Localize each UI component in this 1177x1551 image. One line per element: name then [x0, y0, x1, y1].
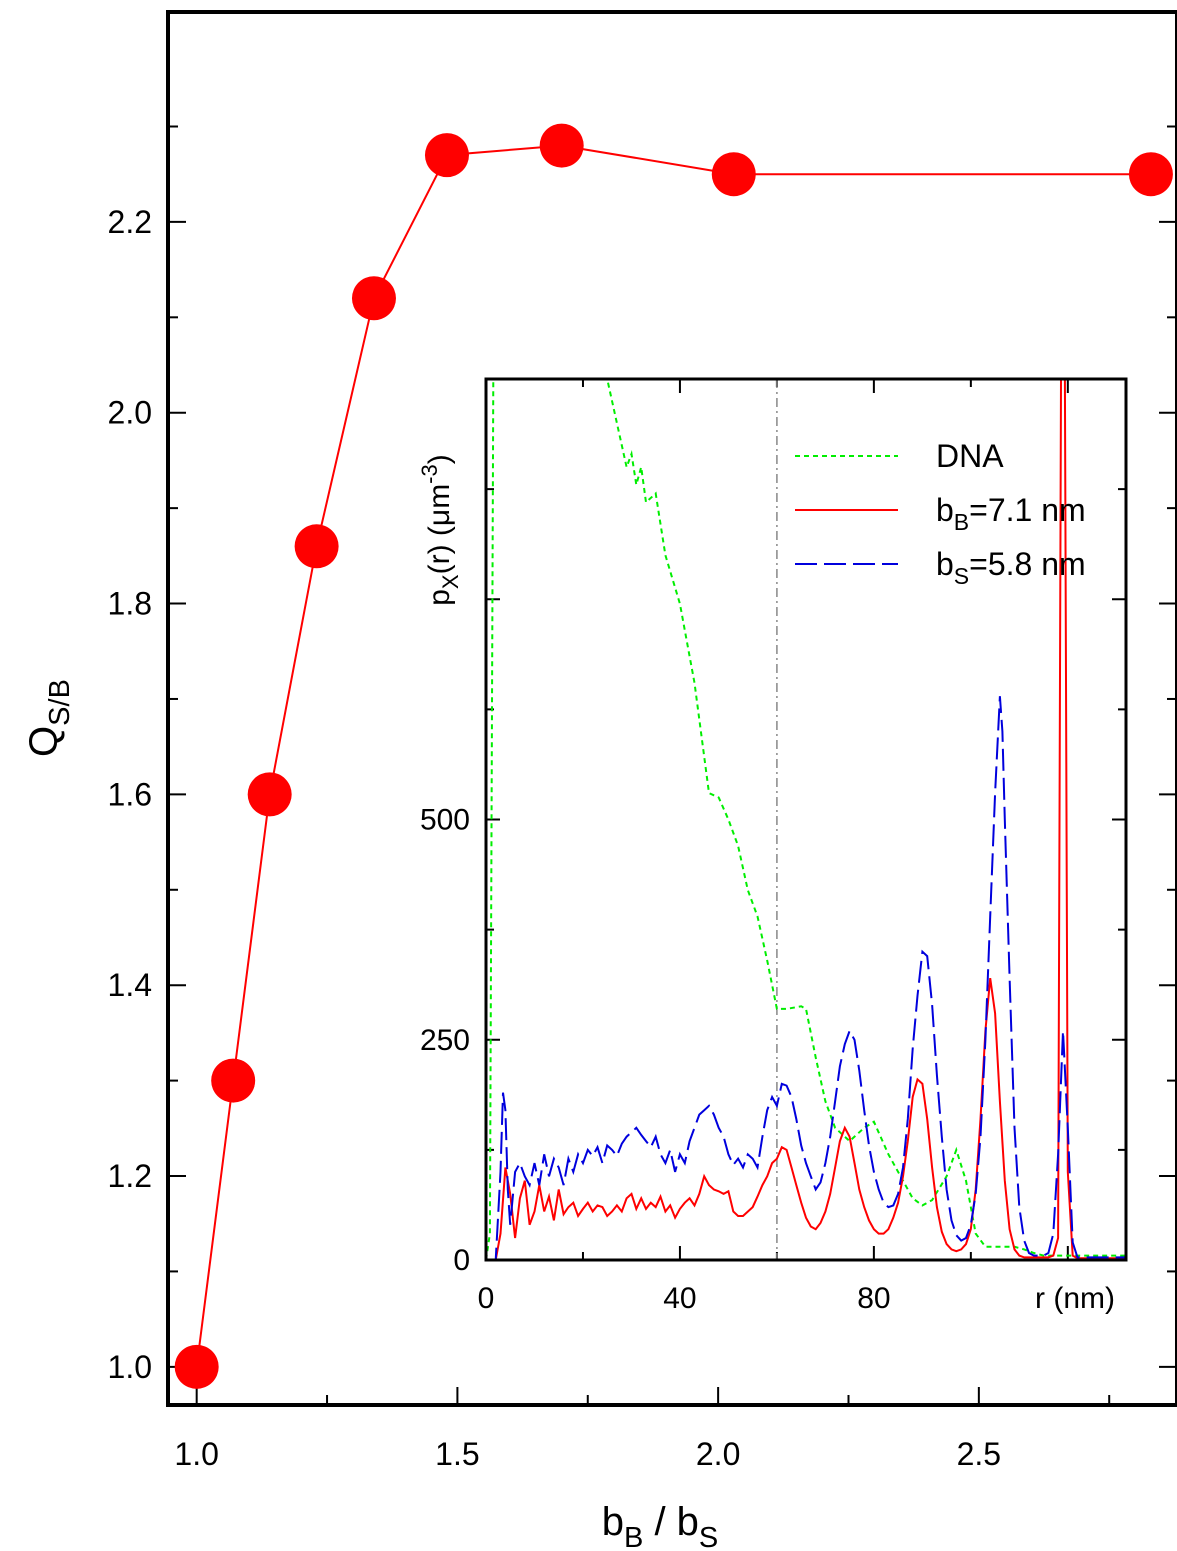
- inset-legend: DNA bB=7.1 nm bS=5.8 nm: [795, 438, 1086, 589]
- main-data-point-6: [539, 123, 584, 168]
- inset-series-group: [485, 378, 1126, 1261]
- main-data-point-0: [174, 1344, 219, 1389]
- legend-label-bb: bB=7.1 nm: [936, 492, 1086, 535]
- inset-plot-background: [486, 379, 1126, 1260]
- inset-plot: 0 40 80 0 250 500 r (nm) pX(r) (μm-3) DNA bB=…: [417, 377, 1128, 1315]
- inset-y-axis-label: pX(r) (μm-3): [417, 454, 463, 606]
- main-y-tick-labels: 1.0 1.2 1.4 1.6 1.8 2.0 2.2: [108, 204, 152, 1385]
- main-data-point-3: [294, 524, 339, 569]
- main-x-tick-label: 1.0: [174, 1436, 218, 1472]
- inset-y-tick-label: 250: [420, 1024, 470, 1057]
- inset-series-line-bb: [486, 378, 1126, 1261]
- main-y-tick-label: 1.8: [108, 586, 152, 622]
- inset-y-tick-labels: 0 250 500: [420, 804, 470, 1278]
- main-y-tick-label: 2.2: [108, 204, 152, 240]
- main-axis-ticks: [168, 125, 1177, 1405]
- inset-x-tick-labels: 0 40 80: [478, 1282, 891, 1315]
- main-plot-frame: [166, 10, 1177, 1407]
- main-y-tick-label: 1.2: [108, 1158, 152, 1194]
- main-data-point-4: [351, 276, 396, 321]
- inset-y-tick-label: 500: [420, 804, 470, 837]
- main-y-tick-label: 1.4: [108, 967, 152, 1003]
- inset-x-tick-label: 0: [478, 1282, 495, 1315]
- main-data-point-7: [711, 152, 756, 197]
- main-x-tick-label: 1.5: [435, 1436, 479, 1472]
- main-x-tick-label: 2.0: [696, 1436, 740, 1472]
- main-data-point-1: [211, 1058, 256, 1103]
- legend-label-dna: DNA: [936, 438, 1004, 474]
- inset-series-line-dna: [485, 378, 1126, 1261]
- main-y-tick-label: 1.0: [108, 1349, 152, 1385]
- main-x-tick-labels: 1.0 1.5 2.0 2.5: [174, 1436, 1001, 1472]
- inset-x-tick-label: 40: [663, 1282, 696, 1315]
- main-y-tick-label: 2.0: [108, 395, 152, 431]
- main-x-axis-label: bB / bS: [602, 1500, 719, 1551]
- inset-x-axis-label: r (nm): [1035, 1282, 1115, 1315]
- inset-plot-frame: [484, 377, 1128, 1262]
- inset-x-tick-label: 80: [857, 1282, 890, 1315]
- main-data-point-2: [247, 772, 292, 817]
- main-plot: 1.0 1.5 2.0 2.5 1.0 1.2 1.4 1.6 1.8 2.0 2.2 bB / …: [22, 10, 1177, 1551]
- inset-series-line-bs: [486, 696, 1126, 1261]
- main-data-point-5: [424, 133, 469, 178]
- main-y-tick-label: 1.6: [108, 776, 152, 812]
- main-series-markers: [174, 123, 1173, 1389]
- main-y-axis-label: QS/B: [22, 679, 76, 757]
- main-x-tick-label: 2.5: [957, 1436, 1001, 1472]
- legend-label-bs: bS=5.8 nm: [936, 546, 1086, 589]
- inset-y-tick-label: 0: [453, 1244, 470, 1277]
- main-data-point-8: [1128, 152, 1173, 197]
